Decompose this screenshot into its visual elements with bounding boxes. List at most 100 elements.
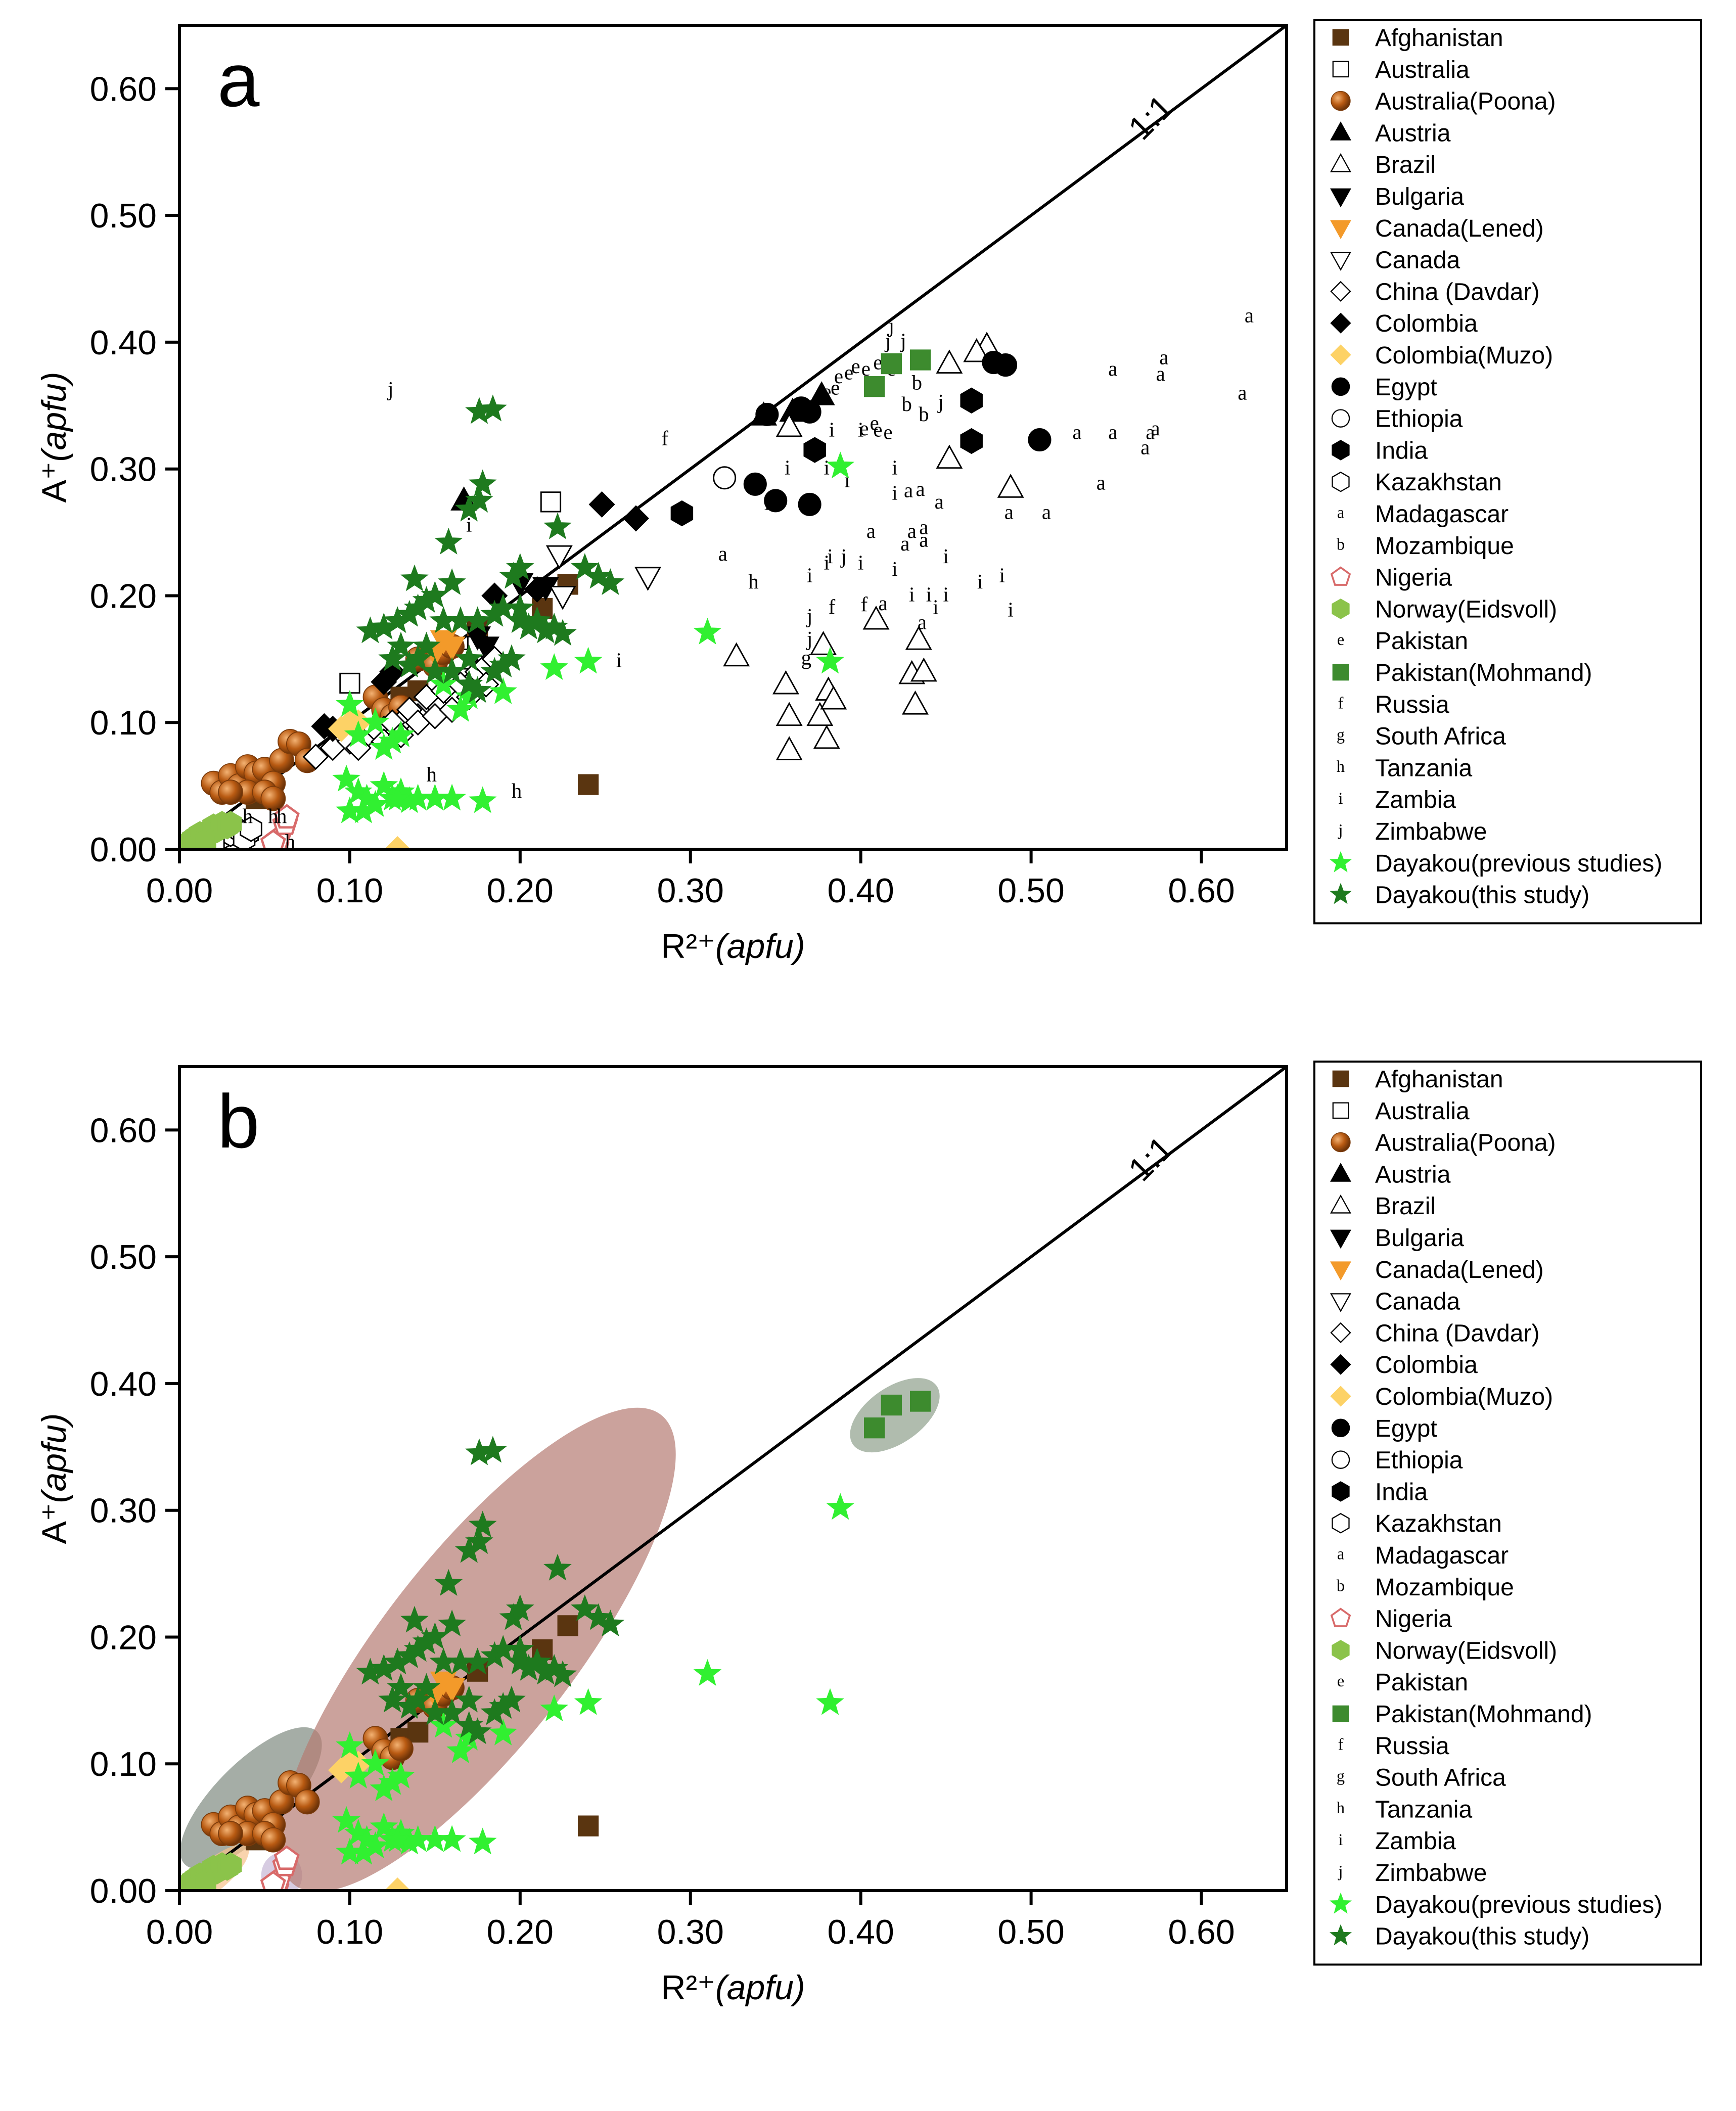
point-egypt-2 <box>798 400 821 424</box>
point-zimbabwe-0: j <box>387 378 393 400</box>
point-tanzania-6: h <box>748 570 758 593</box>
point-india-0 <box>670 500 694 527</box>
svg-text:b: b <box>919 403 929 426</box>
plot-frame <box>178 24 1288 851</box>
legend-label-pakistan: Pakistan <box>1375 1669 1468 1696</box>
svg-text:i: i <box>466 513 472 536</box>
point-zambia-6: i <box>858 418 863 441</box>
point-dayakou-this-study-8 <box>438 1610 466 1637</box>
legend-label-canada-lened: Canada(Lened) <box>1375 215 1544 242</box>
svg-text:a: a <box>919 516 928 538</box>
point-australia-poona-14 <box>260 1827 286 1853</box>
svg-text:j: j <box>806 605 812 627</box>
legend-label-zambia: Zambia <box>1375 787 1456 813</box>
svg-text:j: j <box>899 330 906 352</box>
point-madagascar-11: a <box>904 479 913 502</box>
legend-marker-india <box>1332 1481 1350 1502</box>
svg-text:j: j <box>937 390 943 413</box>
point-dayakou-previous-studies-21 <box>489 677 517 704</box>
one-to-one-line <box>179 1067 1287 1891</box>
svg-text:i: i <box>844 469 850 492</box>
legend-marker-dayakou-previous-studies <box>1329 1892 1352 1914</box>
legend-marker-pakistan-mohmand <box>1332 664 1349 681</box>
point-madagascar-10: a <box>1097 472 1106 494</box>
point-zambia-12: i <box>616 649 622 672</box>
point-dayakou-this-study-6 <box>543 1553 572 1581</box>
point-dayakou-this-study-12 <box>584 562 613 589</box>
svg-text:a: a <box>1042 500 1051 523</box>
point-zambia-19: i <box>1008 598 1014 621</box>
svg-text:a: a <box>1151 417 1160 440</box>
point-dayakou-previous-studies-24 <box>693 1659 722 1686</box>
plot-frame <box>178 1065 1288 1892</box>
point-zambia-11: i <box>807 564 812 587</box>
point-madagascar-3: a <box>1108 357 1117 380</box>
point-dayakou-this-study-31 <box>549 619 577 646</box>
legend-label-kazakhstan: Kazakhstan <box>1375 1510 1502 1537</box>
svg-text:e: e <box>822 380 831 403</box>
legend-label-dayakou-previous-studies: Dayakou(previous studies) <box>1375 850 1662 877</box>
one-to-one-line <box>179 25 1287 849</box>
point-dayakou-this-study-12 <box>584 1603 613 1630</box>
svg-text:b: b <box>912 371 922 394</box>
point-madagascar-23: a <box>918 611 927 633</box>
legend-marker-canada-lened <box>1330 220 1351 240</box>
legend-marker-bulgaria <box>1330 1229 1351 1249</box>
point-dayakou-this-study-1 <box>479 1436 507 1463</box>
point-australia-1 <box>540 491 562 513</box>
point-zimbabwe-6: j <box>806 605 812 627</box>
svg-text:e: e <box>859 417 869 440</box>
point-dayakou-previous-studies-27 <box>336 796 364 823</box>
ratio-label: 1:1 <box>1121 87 1180 147</box>
point-dayakou-this-study-5 <box>434 1569 463 1596</box>
y-tick-label: 0.30 <box>90 450 157 489</box>
point-zambia-18: i <box>999 564 1005 587</box>
svg-text:e: e <box>834 365 843 388</box>
svg-text:i: i <box>785 456 790 479</box>
legend-label-australia: Australia <box>1375 57 1470 83</box>
x-tick-label: 0.10 <box>316 1913 383 1951</box>
point-zambia-7: i <box>892 482 897 504</box>
point-pakistan-8: e <box>822 380 831 403</box>
legend-marker-ethiopia <box>1331 409 1350 428</box>
legend-label-dayakou-this-study: Dayakou(this study) <box>1375 1923 1589 1950</box>
point-south-africa-0: g <box>801 647 811 669</box>
point-dayakou-this-study-10 <box>506 1594 534 1621</box>
point-zambia-3: i <box>824 456 830 479</box>
point-zambia-14: i <box>926 583 932 606</box>
svg-text:g: g <box>801 647 811 669</box>
panel-b: 1:1 0.00 0.10 0.20 0.30 0.40 0.50 0.60 0.00 0.10 0… <box>35 1061 1702 2007</box>
point-dayakou-previous-studies-5 <box>370 771 398 798</box>
point-madagascar-17: a <box>866 520 876 542</box>
point-australia-poona-14 <box>260 786 286 811</box>
point-madagascar-13: a <box>935 490 944 513</box>
point-dayakou-previous-studies-23 <box>574 1688 603 1715</box>
point-madagascar-20: a <box>919 528 928 551</box>
legend-marker-nigeria <box>1330 1608 1351 1627</box>
x-tick-label: 0.40 <box>828 871 894 910</box>
point-dayakou-previous-studies-28 <box>344 720 373 747</box>
y-axis-label: A⁺(apfu) <box>35 1413 73 1544</box>
point-dayakou-previous-studies-14 <box>361 707 390 735</box>
svg-text:h: h <box>285 830 295 853</box>
svg-text:j: j <box>806 627 812 650</box>
point-dayakou-this-study-32 <box>387 631 415 659</box>
point-dayakou-previous-studies-29 <box>383 784 412 811</box>
legend-marker-nigeria <box>1330 566 1351 586</box>
point-russia-2: f <box>861 593 868 616</box>
point-russia-1: f <box>829 595 836 618</box>
point-brazil-12 <box>775 736 803 760</box>
legend-label-zambia: Zambia <box>1375 1828 1456 1855</box>
point-canada-1 <box>634 567 661 591</box>
x-tick-label: 0.20 <box>487 871 554 910</box>
point-tanzania-4: h <box>426 763 436 786</box>
legend-marker-afghanistan <box>1332 29 1349 46</box>
point-dayakou-this-study-5 <box>434 527 463 555</box>
point-zambia-8: i <box>892 456 897 479</box>
point-brazil-8 <box>775 702 803 726</box>
point-zimbabwe-4: j <box>937 390 943 413</box>
legend-marker-ethiopia <box>1331 1450 1350 1469</box>
point-afghanistan-2 <box>407 1721 429 1743</box>
legend-marker-canada <box>1330 252 1351 271</box>
svg-text:g: g <box>1337 725 1345 744</box>
